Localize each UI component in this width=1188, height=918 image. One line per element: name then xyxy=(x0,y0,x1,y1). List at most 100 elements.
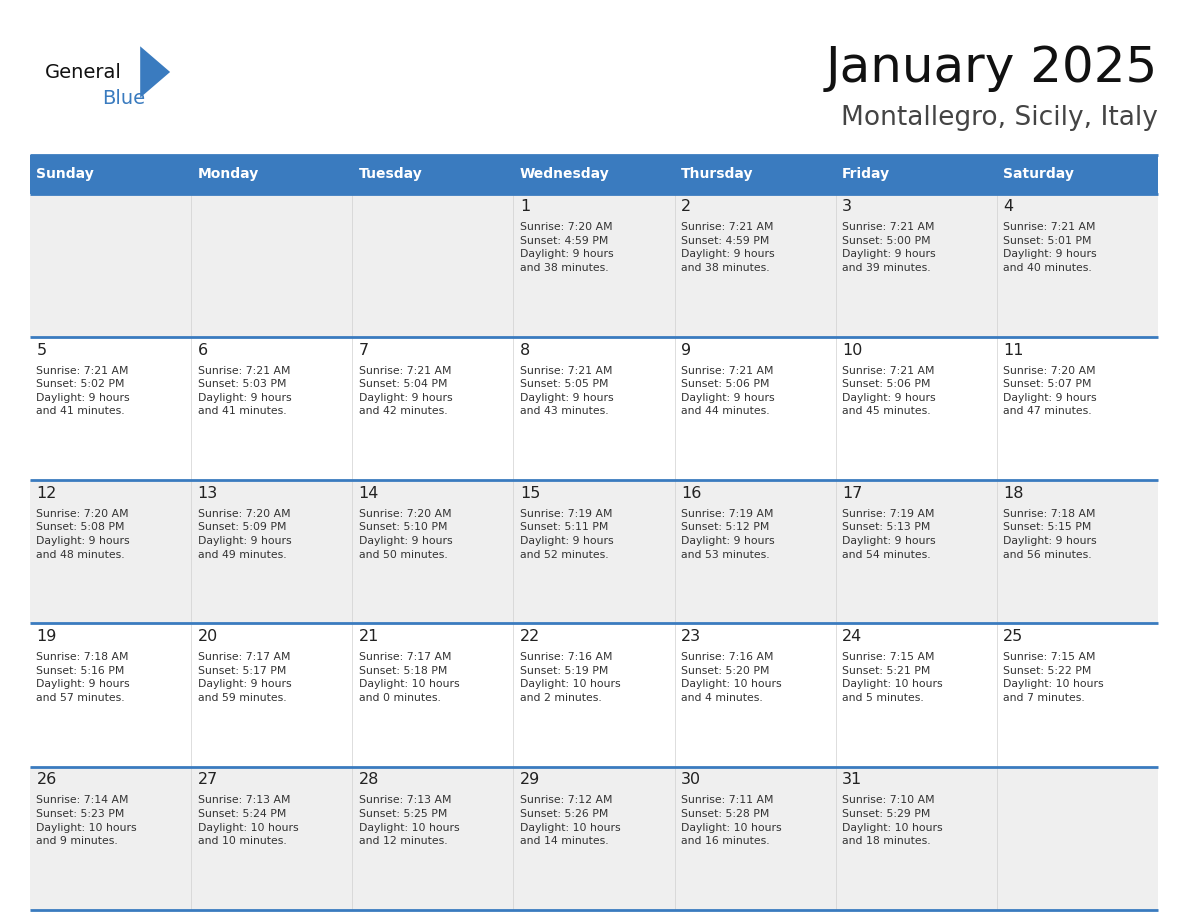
Text: 19: 19 xyxy=(37,629,57,644)
Text: 17: 17 xyxy=(842,486,862,501)
Text: 4: 4 xyxy=(1004,199,1013,214)
Text: 29: 29 xyxy=(520,772,541,788)
Bar xyxy=(353,480,513,623)
Text: Montallegro, Sicily, Italy: Montallegro, Sicily, Italy xyxy=(841,105,1158,131)
Text: 18: 18 xyxy=(1004,486,1024,501)
Text: Sunrise: 7:16 AM
Sunset: 5:19 PM
Daylight: 10 hours
and 2 minutes.: Sunrise: 7:16 AM Sunset: 5:19 PM Dayligh… xyxy=(520,652,620,703)
Text: January 2025: January 2025 xyxy=(826,44,1158,92)
Text: Sunrise: 7:21 AM
Sunset: 5:06 PM
Daylight: 9 hours
and 45 minutes.: Sunrise: 7:21 AM Sunset: 5:06 PM Dayligh… xyxy=(842,365,936,416)
Bar xyxy=(997,194,1158,337)
Bar xyxy=(513,337,675,480)
Text: Sunrise: 7:20 AM
Sunset: 5:07 PM
Daylight: 9 hours
and 47 minutes.: Sunrise: 7:20 AM Sunset: 5:07 PM Dayligh… xyxy=(1004,365,1097,416)
Text: 13: 13 xyxy=(197,486,217,501)
Bar xyxy=(191,337,353,480)
Bar xyxy=(675,623,835,767)
Bar xyxy=(191,194,353,337)
Bar xyxy=(30,623,191,767)
Text: Sunrise: 7:16 AM
Sunset: 5:20 PM
Daylight: 10 hours
and 4 minutes.: Sunrise: 7:16 AM Sunset: 5:20 PM Dayligh… xyxy=(681,652,782,703)
Text: 31: 31 xyxy=(842,772,862,788)
Text: Tuesday: Tuesday xyxy=(359,167,423,181)
Bar xyxy=(353,194,513,337)
Text: 25: 25 xyxy=(1004,629,1024,644)
Bar xyxy=(997,623,1158,767)
Text: Sunrise: 7:13 AM
Sunset: 5:24 PM
Daylight: 10 hours
and 10 minutes.: Sunrise: 7:13 AM Sunset: 5:24 PM Dayligh… xyxy=(197,795,298,846)
Bar xyxy=(513,767,675,910)
Text: Sunrise: 7:21 AM
Sunset: 5:00 PM
Daylight: 9 hours
and 39 minutes.: Sunrise: 7:21 AM Sunset: 5:00 PM Dayligh… xyxy=(842,222,936,273)
Text: Blue: Blue xyxy=(102,88,145,107)
Text: Sunrise: 7:21 AM
Sunset: 5:03 PM
Daylight: 9 hours
and 41 minutes.: Sunrise: 7:21 AM Sunset: 5:03 PM Dayligh… xyxy=(197,365,291,416)
Bar xyxy=(191,623,353,767)
Bar xyxy=(835,155,997,194)
Bar xyxy=(997,155,1158,194)
Text: 12: 12 xyxy=(37,486,57,501)
Text: Sunrise: 7:17 AM
Sunset: 5:17 PM
Daylight: 9 hours
and 59 minutes.: Sunrise: 7:17 AM Sunset: 5:17 PM Dayligh… xyxy=(197,652,291,703)
Text: Sunrise: 7:15 AM
Sunset: 5:22 PM
Daylight: 10 hours
and 7 minutes.: Sunrise: 7:15 AM Sunset: 5:22 PM Dayligh… xyxy=(1004,652,1104,703)
Bar xyxy=(997,480,1158,623)
Text: 26: 26 xyxy=(37,772,57,788)
Text: Saturday: Saturday xyxy=(1004,167,1074,181)
Bar xyxy=(675,767,835,910)
Bar xyxy=(30,194,191,337)
Text: 14: 14 xyxy=(359,486,379,501)
Text: Sunrise: 7:20 AM
Sunset: 5:08 PM
Daylight: 9 hours
and 48 minutes.: Sunrise: 7:20 AM Sunset: 5:08 PM Dayligh… xyxy=(37,509,129,560)
Text: Sunrise: 7:20 AM
Sunset: 4:59 PM
Daylight: 9 hours
and 38 minutes.: Sunrise: 7:20 AM Sunset: 4:59 PM Dayligh… xyxy=(520,222,613,273)
Text: 9: 9 xyxy=(681,342,691,358)
Text: 10: 10 xyxy=(842,342,862,358)
Text: Sunrise: 7:19 AM
Sunset: 5:13 PM
Daylight: 9 hours
and 54 minutes.: Sunrise: 7:19 AM Sunset: 5:13 PM Dayligh… xyxy=(842,509,936,560)
Text: Sunrise: 7:18 AM
Sunset: 5:16 PM
Daylight: 9 hours
and 57 minutes.: Sunrise: 7:18 AM Sunset: 5:16 PM Dayligh… xyxy=(37,652,129,703)
Bar xyxy=(513,480,675,623)
Text: 1: 1 xyxy=(520,199,530,214)
Bar xyxy=(191,767,353,910)
Bar xyxy=(30,480,191,623)
Text: Sunrise: 7:13 AM
Sunset: 5:25 PM
Daylight: 10 hours
and 12 minutes.: Sunrise: 7:13 AM Sunset: 5:25 PM Dayligh… xyxy=(359,795,460,846)
Text: 6: 6 xyxy=(197,342,208,358)
Text: Sunrise: 7:14 AM
Sunset: 5:23 PM
Daylight: 10 hours
and 9 minutes.: Sunrise: 7:14 AM Sunset: 5:23 PM Dayligh… xyxy=(37,795,137,846)
Text: 15: 15 xyxy=(520,486,541,501)
Bar xyxy=(675,480,835,623)
Text: Sunrise: 7:21 AM
Sunset: 5:02 PM
Daylight: 9 hours
and 41 minutes.: Sunrise: 7:21 AM Sunset: 5:02 PM Dayligh… xyxy=(37,365,129,416)
Bar xyxy=(835,337,997,480)
Text: Sunrise: 7:21 AM
Sunset: 5:01 PM
Daylight: 9 hours
and 40 minutes.: Sunrise: 7:21 AM Sunset: 5:01 PM Dayligh… xyxy=(1004,222,1097,273)
Bar xyxy=(835,623,997,767)
Text: 22: 22 xyxy=(520,629,541,644)
Text: 5: 5 xyxy=(37,342,46,358)
Text: Sunrise: 7:21 AM
Sunset: 4:59 PM
Daylight: 9 hours
and 38 minutes.: Sunrise: 7:21 AM Sunset: 4:59 PM Dayligh… xyxy=(681,222,775,273)
Bar xyxy=(191,155,353,194)
Bar xyxy=(191,480,353,623)
Text: Sunrise: 7:15 AM
Sunset: 5:21 PM
Daylight: 10 hours
and 5 minutes.: Sunrise: 7:15 AM Sunset: 5:21 PM Dayligh… xyxy=(842,652,943,703)
Text: Wednesday: Wednesday xyxy=(520,167,609,181)
Text: 7: 7 xyxy=(359,342,368,358)
Text: Thursday: Thursday xyxy=(681,167,753,181)
Bar xyxy=(353,337,513,480)
Text: 27: 27 xyxy=(197,772,217,788)
Text: Sunrise: 7:17 AM
Sunset: 5:18 PM
Daylight: 10 hours
and 0 minutes.: Sunrise: 7:17 AM Sunset: 5:18 PM Dayligh… xyxy=(359,652,460,703)
Bar xyxy=(30,767,191,910)
Text: Sunrise: 7:11 AM
Sunset: 5:28 PM
Daylight: 10 hours
and 16 minutes.: Sunrise: 7:11 AM Sunset: 5:28 PM Dayligh… xyxy=(681,795,782,846)
Text: Sunrise: 7:21 AM
Sunset: 5:05 PM
Daylight: 9 hours
and 43 minutes.: Sunrise: 7:21 AM Sunset: 5:05 PM Dayligh… xyxy=(520,365,613,416)
Bar xyxy=(675,155,835,194)
Bar xyxy=(835,194,997,337)
Text: Sunrise: 7:12 AM
Sunset: 5:26 PM
Daylight: 10 hours
and 14 minutes.: Sunrise: 7:12 AM Sunset: 5:26 PM Dayligh… xyxy=(520,795,620,846)
Text: 11: 11 xyxy=(1004,342,1024,358)
Bar xyxy=(513,623,675,767)
Bar xyxy=(997,767,1158,910)
Text: 21: 21 xyxy=(359,629,379,644)
Bar xyxy=(353,623,513,767)
Text: 28: 28 xyxy=(359,772,379,788)
Bar xyxy=(353,155,513,194)
Text: Sunrise: 7:20 AM
Sunset: 5:10 PM
Daylight: 9 hours
and 50 minutes.: Sunrise: 7:20 AM Sunset: 5:10 PM Dayligh… xyxy=(359,509,453,560)
Text: 16: 16 xyxy=(681,486,701,501)
Text: Sunrise: 7:18 AM
Sunset: 5:15 PM
Daylight: 9 hours
and 56 minutes.: Sunrise: 7:18 AM Sunset: 5:15 PM Dayligh… xyxy=(1004,509,1097,560)
Text: Sunrise: 7:19 AM
Sunset: 5:12 PM
Daylight: 9 hours
and 53 minutes.: Sunrise: 7:19 AM Sunset: 5:12 PM Dayligh… xyxy=(681,509,775,560)
Bar xyxy=(30,337,191,480)
Text: 30: 30 xyxy=(681,772,701,788)
Text: 2: 2 xyxy=(681,199,691,214)
Text: Sunrise: 7:10 AM
Sunset: 5:29 PM
Daylight: 10 hours
and 18 minutes.: Sunrise: 7:10 AM Sunset: 5:29 PM Dayligh… xyxy=(842,795,943,846)
Text: 20: 20 xyxy=(197,629,217,644)
Text: 3: 3 xyxy=(842,199,852,214)
Bar xyxy=(835,767,997,910)
Bar xyxy=(835,480,997,623)
Text: 8: 8 xyxy=(520,342,530,358)
Text: Sunday: Sunday xyxy=(37,167,94,181)
Text: 24: 24 xyxy=(842,629,862,644)
